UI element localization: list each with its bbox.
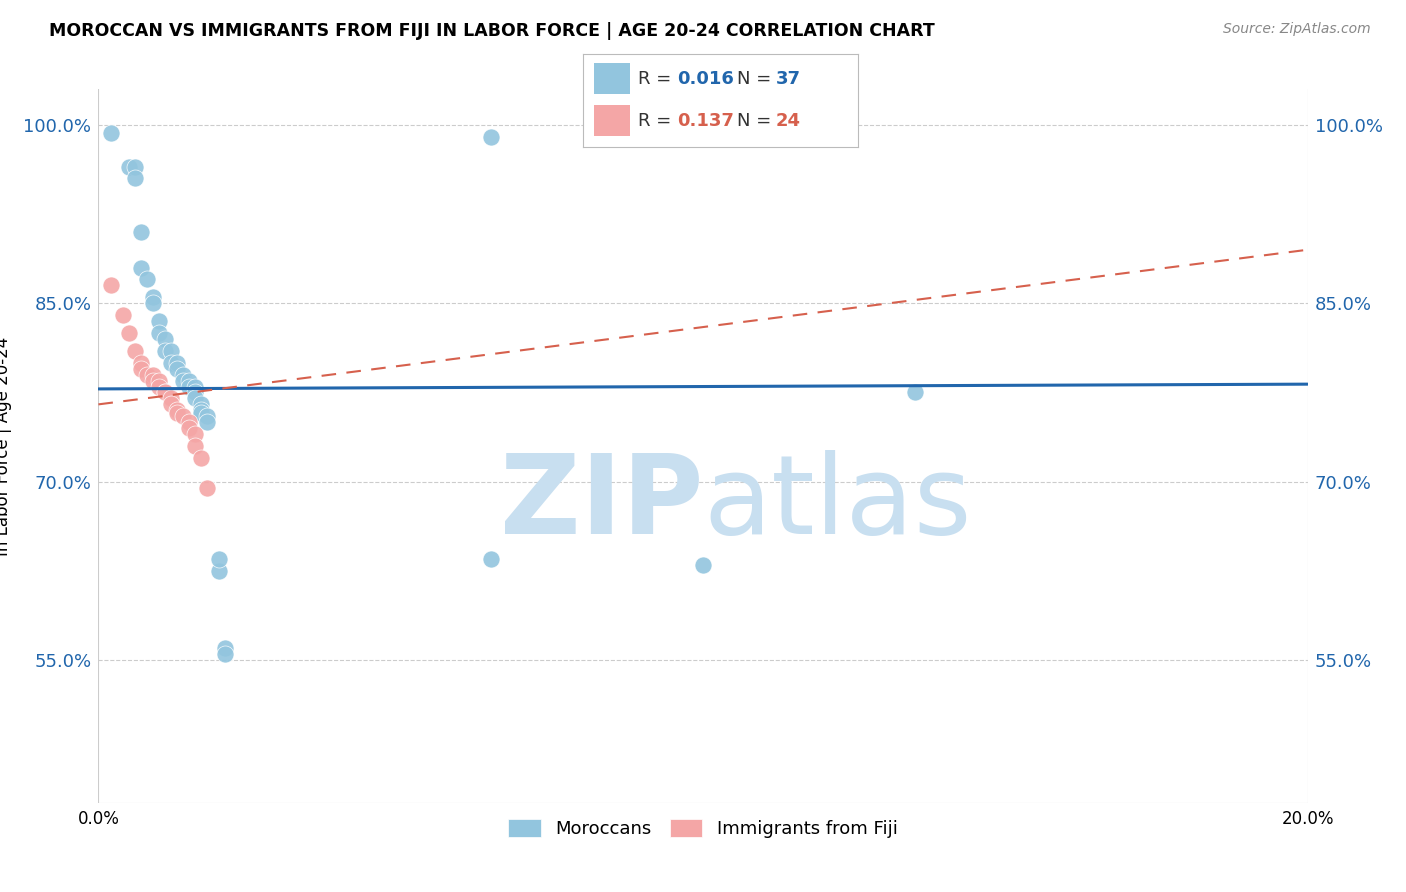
Text: R =: R = [638, 70, 678, 87]
Text: Source: ZipAtlas.com: Source: ZipAtlas.com [1223, 22, 1371, 37]
Point [160, 356, 183, 370]
Text: N =: N = [737, 112, 778, 130]
Point [184, 392, 207, 406]
Y-axis label: In Labor Force | Age 20-24: In Labor Force | Age 20-24 [0, 336, 13, 556]
Point [129, 260, 152, 275]
Point [124, 343, 146, 358]
Point [160, 397, 183, 411]
Point [190, 450, 212, 465]
Point [118, 326, 141, 340]
Point [190, 397, 212, 411]
Point [184, 439, 207, 453]
Point [142, 374, 165, 388]
Text: 24: 24 [776, 112, 800, 130]
Point [214, 647, 236, 661]
Point [179, 379, 201, 393]
Point [142, 296, 165, 310]
Point [100, 126, 122, 140]
Point [160, 392, 183, 406]
Point [135, 272, 157, 286]
Point [142, 290, 165, 304]
Point [148, 379, 170, 393]
Point [124, 171, 146, 186]
Point [184, 379, 207, 393]
Point [153, 385, 176, 400]
Point [148, 326, 170, 340]
Point [153, 332, 176, 346]
Point [190, 406, 212, 420]
Point [190, 403, 212, 417]
Point [166, 406, 188, 420]
Text: 37: 37 [776, 70, 800, 87]
Point [148, 314, 170, 328]
Point [208, 552, 231, 566]
Text: ZIP: ZIP [499, 450, 703, 557]
Text: MOROCCAN VS IMMIGRANTS FROM FIJI IN LABOR FORCE | AGE 20-24 CORRELATION CHART: MOROCCAN VS IMMIGRANTS FROM FIJI IN LABO… [49, 22, 935, 40]
Point [184, 385, 207, 400]
Point [904, 385, 927, 400]
Text: atlas: atlas [703, 450, 972, 557]
Text: 0.016: 0.016 [676, 70, 734, 87]
Point [179, 421, 201, 435]
Point [179, 374, 201, 388]
Point [129, 225, 152, 239]
Text: N =: N = [737, 70, 778, 87]
Point [153, 385, 176, 400]
Point [118, 160, 141, 174]
Point [172, 374, 194, 388]
Point [195, 409, 218, 424]
Point [172, 409, 194, 424]
Point [195, 415, 218, 429]
Text: R =: R = [638, 112, 678, 130]
Point [135, 368, 157, 382]
Point [129, 356, 152, 370]
Point [692, 558, 714, 572]
Point [195, 481, 218, 495]
Bar [595, 63, 630, 94]
Point [148, 374, 170, 388]
Point [184, 427, 207, 442]
Point [160, 343, 183, 358]
Point [166, 403, 188, 417]
Point [153, 343, 176, 358]
Text: 0.137: 0.137 [676, 112, 734, 130]
Legend: Moroccans, Immigrants from Fiji: Moroccans, Immigrants from Fiji [499, 810, 907, 847]
Point [142, 368, 165, 382]
Point [481, 552, 503, 566]
Point [208, 564, 231, 578]
Point [214, 641, 236, 656]
Point [124, 160, 146, 174]
Point [166, 356, 188, 370]
Point [481, 129, 503, 144]
Point [100, 278, 122, 293]
Point [111, 308, 134, 322]
Point [129, 361, 152, 376]
Point [166, 361, 188, 376]
Bar [595, 105, 630, 136]
Point [172, 368, 194, 382]
Point [179, 415, 201, 429]
